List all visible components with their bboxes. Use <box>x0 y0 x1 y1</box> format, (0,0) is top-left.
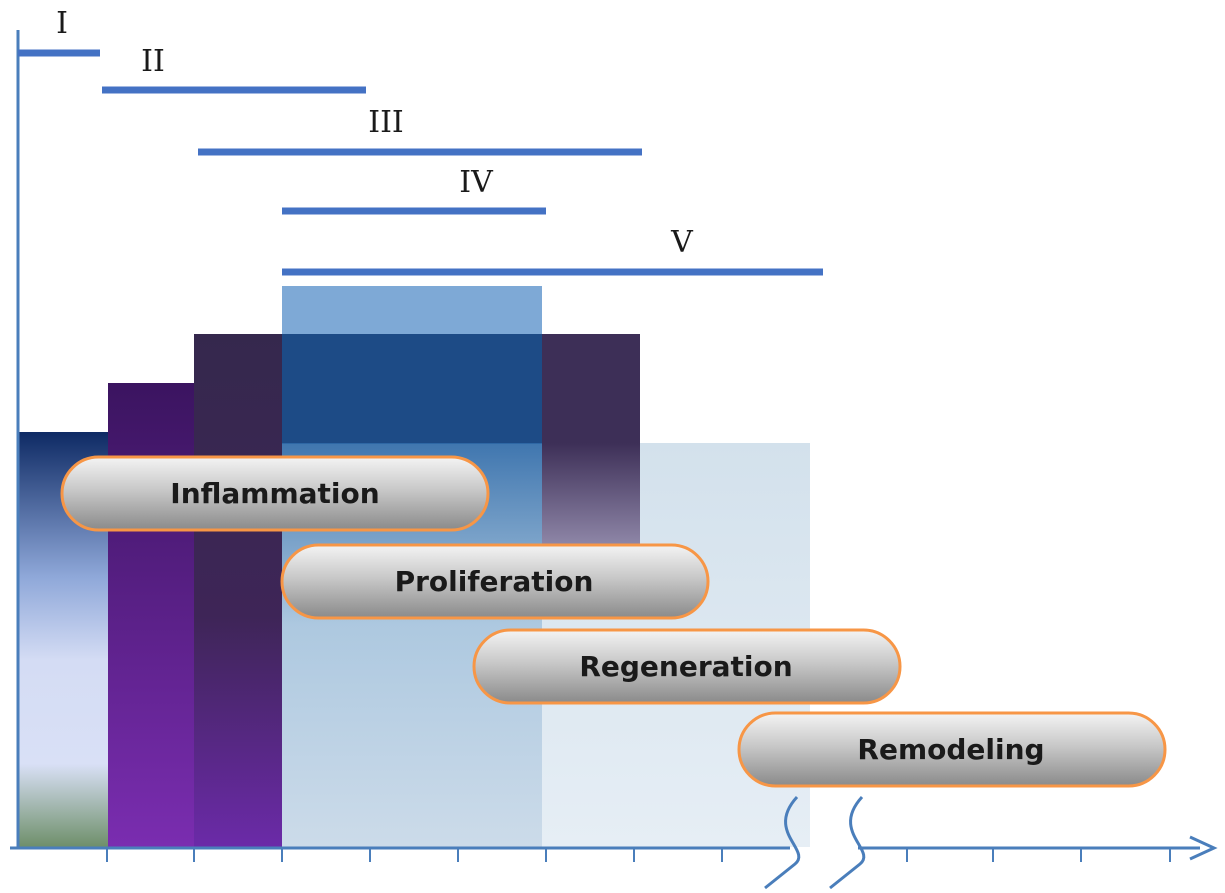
axis-break-left <box>764 795 801 890</box>
column-block-4-lower <box>542 443 640 546</box>
axes <box>10 30 1218 890</box>
column-block-4-upper <box>542 334 640 444</box>
remodeling-pill <box>737 711 1167 788</box>
dark-blue-block <box>282 334 542 444</box>
phase-label-4: IV <box>459 165 494 200</box>
proliferation-label: Proliferation <box>395 565 594 598</box>
inflammation-pill <box>60 455 490 532</box>
remodeling-label: Remodeling <box>857 733 1044 766</box>
phase-label-2: II <box>141 44 165 79</box>
light-blue-top-block <box>282 286 542 334</box>
regeneration-pill <box>472 628 902 705</box>
phase-label-5: V <box>670 225 694 260</box>
x-axis-arrowhead <box>1189 835 1218 861</box>
phase-label-1: I <box>56 6 68 41</box>
column-block-2 <box>108 383 194 847</box>
phase-label-3: III <box>368 105 404 140</box>
stage-pills: Inflammation Proliferation Regeneration … <box>60 455 1167 788</box>
axis-ticks <box>106 848 1171 862</box>
inflammation-label: Inflammation <box>170 477 379 510</box>
proliferation-pill <box>280 543 710 620</box>
phase-bars: I II III IV V <box>18 6 823 276</box>
regeneration-label: Regeneration <box>579 650 792 683</box>
axis-break-right <box>829 795 866 890</box>
column-block-3 <box>194 334 282 847</box>
